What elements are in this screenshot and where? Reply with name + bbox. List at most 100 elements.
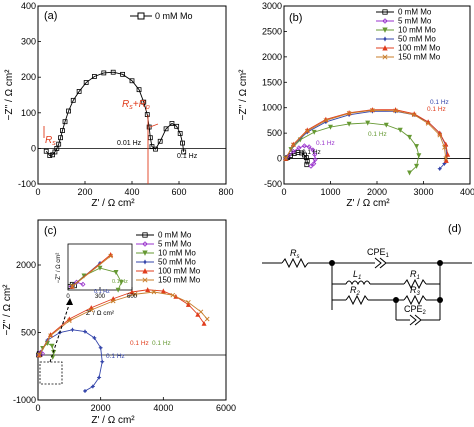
panel-c-annotations: 0.1 Hz 0.1 Hz 0.1 Hz (106, 340, 171, 360)
label-cpe2: CPE2 (404, 304, 427, 316)
legend-marker-icon (142, 268, 148, 274)
data-point (304, 162, 310, 168)
y-tick-label: -1000 (13, 395, 36, 405)
data-point (76, 89, 82, 94)
data-point (383, 122, 389, 128)
panel-c-xlabel: Z' / Ω cm² (91, 415, 135, 426)
data-point (370, 107, 375, 113)
data-point (308, 163, 314, 169)
legend-marker-icon (382, 54, 388, 60)
x-marker-stroke (382, 54, 388, 60)
x-marker-stroke (411, 112, 417, 118)
legend-text: 10 mM Mo (158, 249, 196, 258)
series-line (285, 109, 447, 159)
panel-b-label: (b) (289, 12, 302, 24)
x-marker-stroke (283, 156, 289, 161)
data-point (98, 345, 104, 351)
b-freq-5: 0.1 Hz (302, 149, 321, 156)
data-point (393, 108, 398, 114)
annotation-freq-low: 0.01 Hz (117, 140, 142, 147)
data-point (181, 149, 187, 155)
x-marker-stroke (437, 132, 443, 138)
panel-b: (b) Z' / Ω cm² −Z'' / Ω cm² 0 1000 2000 300… (238, 1, 474, 209)
x-marker-stroke (110, 298, 116, 304)
panel-a-data (43, 69, 187, 158)
data-point (69, 284, 75, 289)
junction-node-icon (393, 297, 399, 303)
legend-text: 0 mM Mo (158, 231, 192, 240)
data-point (82, 388, 88, 394)
b-freq-3: 0.1 Hz (368, 131, 387, 138)
legend-text: 100 mM Mo (158, 267, 201, 276)
series-line (45, 71, 185, 157)
data-point (129, 78, 135, 84)
data-point (91, 335, 97, 341)
inset-ylabel: −Z'' / Ω cm² (56, 253, 62, 284)
legend-text: 150 mM Mo (158, 276, 201, 285)
x-marker-stroke (186, 300, 191, 305)
data-point (328, 124, 333, 130)
y-tick-label: -500 (264, 179, 282, 189)
zoom-box (39, 361, 63, 385)
y-tick-label: 100 (21, 108, 36, 118)
data-point (144, 112, 150, 117)
data-point (323, 118, 329, 123)
zoom-arrow-head-icon (66, 298, 73, 305)
data-point (186, 300, 191, 305)
panel-a-ylabel: −Z'' / Ω cm² (4, 69, 15, 121)
data-point (151, 289, 157, 295)
data-point (113, 270, 119, 275)
data-point (47, 153, 53, 158)
panel-a: (a) Z' / Ω cm² −Z'' / Ω cm² 0 200 400 600 80… (4, 1, 234, 209)
square-marker-icon (137, 12, 145, 20)
data-point (99, 359, 105, 365)
label-r3: R3 (410, 285, 421, 297)
y-tick-label: 2500 (262, 26, 282, 36)
x-marker-stroke (69, 284, 75, 289)
y-tick-label: 1000 (262, 103, 282, 113)
data-point (442, 145, 447, 150)
x-tick-label: 2000 (91, 403, 111, 413)
label-l1: L1 (353, 269, 361, 281)
y-tick-label: 300 (21, 37, 36, 47)
data-point (60, 128, 65, 134)
data-point (283, 156, 289, 161)
data-point (132, 291, 138, 297)
annotation-rs: Rs (45, 135, 56, 147)
data-point (397, 127, 403, 133)
legend-marker-icon (142, 250, 148, 256)
data-point (346, 121, 352, 127)
x-tick-label: 600 (171, 187, 186, 197)
y-tick-label: 500 (267, 128, 282, 138)
data-point (67, 318, 72, 324)
data-point (157, 138, 163, 144)
data-point (118, 279, 124, 285)
data-point (170, 292, 176, 298)
data-point (108, 253, 113, 259)
inset-freq-1: 0.1 Hz (112, 279, 128, 285)
y-tick-label: -100 (18, 179, 36, 189)
y-tick-label: 500 (21, 328, 36, 338)
y-tick-label: 400 (21, 1, 36, 11)
panel-c-ylabel: −Z'' / Ω cm² (2, 284, 13, 336)
data-point (290, 148, 296, 155)
x-marker-stroke (151, 289, 157, 295)
legend-marker-icon (142, 241, 148, 247)
panel-a-frame (37, 5, 227, 185)
x-tick-label: 300 (95, 294, 106, 300)
x-tick-label: 200 (77, 187, 92, 197)
data-point (96, 374, 102, 381)
data-point (58, 135, 63, 141)
data-point (201, 320, 207, 326)
data-point (407, 170, 413, 176)
panel-c-label: (c) (44, 225, 57, 237)
data-point (97, 265, 103, 271)
data-point (306, 144, 312, 150)
x-marker-stroke (142, 277, 148, 283)
x-marker-stroke (425, 121, 431, 126)
data-point (153, 146, 158, 152)
x-tick-label: 0 (35, 187, 40, 197)
